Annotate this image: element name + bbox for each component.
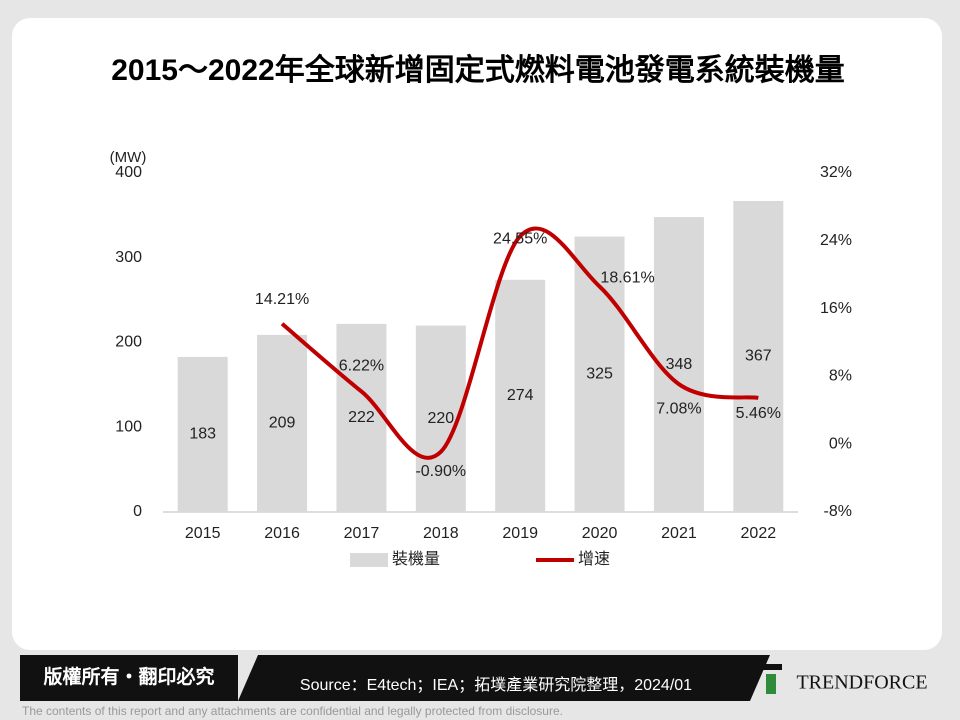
y-axis-label: (MW): [110, 149, 147, 166]
disclaimer: The contents of this report and any atta…: [22, 704, 563, 718]
bar-value-label: 367: [745, 348, 772, 365]
x-tick-label: 2016: [264, 525, 300, 542]
line-value-label: 18.61%: [600, 270, 654, 287]
bar-value-label: 209: [269, 415, 296, 432]
x-tick-label: 2020: [582, 525, 618, 542]
line-value-label: 7.08%: [656, 400, 701, 417]
y2-tick-label: 8%: [829, 368, 852, 385]
y-tick-label: 200: [115, 334, 142, 351]
bar: [177, 356, 228, 512]
y2-tick-label: 0%: [829, 435, 852, 452]
y-tick-label: 400: [115, 164, 142, 181]
bar-value-label: 274: [507, 387, 534, 404]
card: [12, 18, 942, 650]
rights-box: [20, 655, 238, 701]
line-value-label: 24.55%: [493, 230, 547, 247]
x-tick-label: 2022: [741, 525, 777, 542]
x-tick-label: 2019: [502, 525, 538, 542]
bar: [257, 334, 308, 512]
legend-label: 裝機量: [392, 550, 440, 568]
x-tick-label: 2018: [423, 525, 459, 542]
y2-tick-label: 24%: [820, 232, 852, 249]
bar-value-label: 325: [586, 366, 613, 383]
x-tick-label: 2017: [344, 525, 380, 542]
bar-value-label: 183: [189, 426, 216, 443]
legend-swatch: [350, 553, 388, 567]
bar: [336, 323, 387, 512]
legend-label: 增速: [578, 550, 610, 568]
bar-value-label: 222: [348, 409, 375, 426]
y2-tick-label: 16%: [820, 300, 852, 317]
x-tick-label: 2015: [185, 525, 221, 542]
rights: 版權所有・翻印必究: [43, 665, 214, 688]
bar-value-label: 220: [427, 410, 454, 427]
plot: 0 100 200 300 400 -8% 0% 8% 16% 24% 32% 2015 2016 201…: [115, 164, 852, 568]
source-box: [238, 655, 770, 701]
bar: [653, 217, 704, 512]
y-tick-label: 100: [115, 418, 142, 435]
y-tick-label: 300: [115, 249, 142, 266]
logo-mark: [766, 674, 776, 694]
line-value-label: 5.46%: [736, 405, 781, 422]
logo-mark: [760, 664, 782, 670]
brand: TRENDFORCE: [796, 672, 927, 694]
line-value-label: 6.22%: [339, 358, 384, 375]
x-tick-label: 2021: [661, 525, 697, 542]
line: [280, 226, 759, 460]
bar-value-label: 348: [666, 356, 693, 373]
y-tick-label: 0: [133, 503, 142, 520]
bar: [733, 200, 784, 512]
line-value-label: -0.90%: [415, 463, 466, 480]
bar: [495, 279, 546, 512]
line-value-label: 14.21%: [255, 291, 309, 308]
chart-title: 2015～2022年全球新增固定式燃料電池發電系統裝機量: [111, 53, 844, 87]
bar: [574, 236, 625, 512]
source: Source：E4tech；IEA；拓墣產業研究院整理，2024/01: [300, 676, 692, 694]
y2-tick-label: 32%: [820, 164, 852, 181]
y2-tick-label: -8%: [824, 503, 852, 520]
